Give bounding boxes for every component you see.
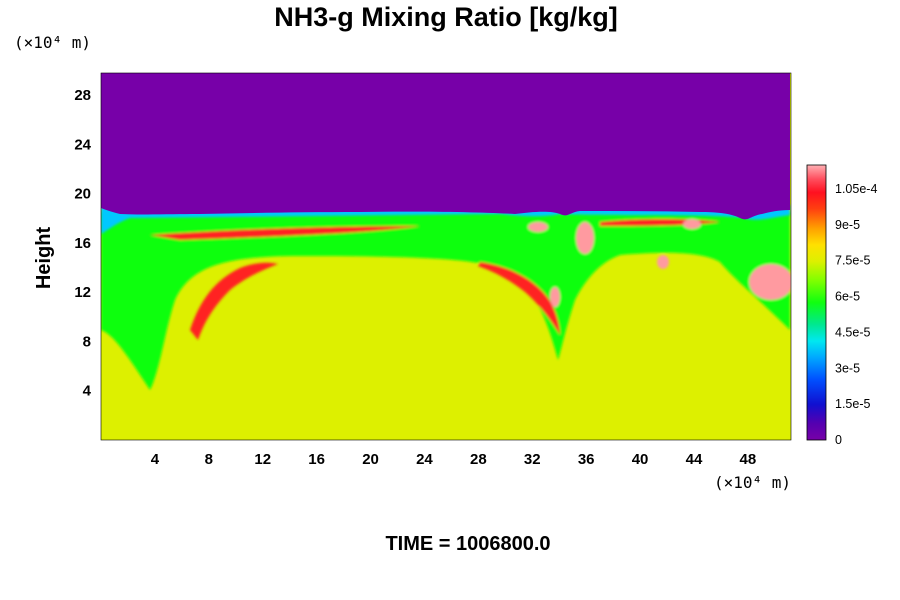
heatmap-field <box>101 73 791 440</box>
colorbar-tick-label: 7.5e-5 <box>835 254 870 268</box>
x-tick-label: 28 <box>470 451 487 468</box>
field-red-arc-right <box>478 262 560 335</box>
x-axis-ticks: 4 8 12 16 20 24 28 32 36 40 44 48 <box>151 451 756 468</box>
x-tick-label: 32 <box>524 451 541 468</box>
colorbar-tick-label: 4.5e-5 <box>835 325 870 339</box>
field-band <box>101 212 790 390</box>
x-tick-label: 36 <box>578 451 595 468</box>
field-red-streak-top <box>150 226 420 240</box>
colorbar-tick-label: 6e-5 <box>835 290 860 304</box>
y-tick-label: 28 <box>74 87 91 104</box>
field-red-arc-left <box>190 262 278 340</box>
field-pink-blob-1 <box>576 222 594 254</box>
field-pink-blob-5 <box>657 255 669 269</box>
x-tick-label: 48 <box>740 451 757 468</box>
time-label: TIME = 1006800.0 <box>385 533 550 555</box>
field-pink-blob-3 <box>528 222 548 232</box>
y-axis-unit: (×10⁴ m) <box>14 33 91 52</box>
x-tick-label: 20 <box>362 451 379 468</box>
field-pink-blob-2 <box>749 264 791 300</box>
x-tick-label: 16 <box>308 451 325 468</box>
field-upper-region <box>101 73 790 220</box>
field-pink-blob-4 <box>683 219 701 229</box>
y-tick-label: 4 <box>83 383 92 400</box>
y-tick-label: 8 <box>83 333 91 350</box>
y-tick-label: 12 <box>74 284 91 301</box>
colorbar-tick-label: 1.5e-5 <box>835 397 870 411</box>
colorbar-ticks: 0 1.5e-5 3e-5 4.5e-5 6e-5 7.5e-5 9e-5 1.05e-4 <box>835 182 877 447</box>
x-tick-label: 8 <box>205 451 213 468</box>
field-pink-blob-6 <box>550 287 560 307</box>
y-axis-ticks: 4 8 12 16 20 24 28 <box>74 87 91 400</box>
colorbar-tick-label: 3e-5 <box>835 361 860 375</box>
chart-title: NH3-g Mixing Ratio [kg/kg] <box>274 2 618 32</box>
x-tick-label: 4 <box>151 451 160 468</box>
x-tick-label: 44 <box>686 451 703 468</box>
x-tick-label: 40 <box>632 451 649 468</box>
colorbar-tick-label: 0 <box>835 433 842 447</box>
y-tick-label: 20 <box>74 186 91 203</box>
colorbar-tick-label: 9e-5 <box>835 218 860 232</box>
colorbar <box>806 164 827 441</box>
y-axis-label: Height <box>33 227 55 290</box>
y-tick-label: 24 <box>74 136 91 153</box>
x-tick-label: 24 <box>416 451 433 468</box>
plot-frame <box>100 72 792 441</box>
colorbar-tick-label: 1.05e-4 <box>835 182 877 196</box>
x-tick-label: 12 <box>254 451 271 468</box>
y-tick-label: 16 <box>74 235 91 252</box>
x-axis-unit: (×10⁴ m) <box>714 473 791 492</box>
